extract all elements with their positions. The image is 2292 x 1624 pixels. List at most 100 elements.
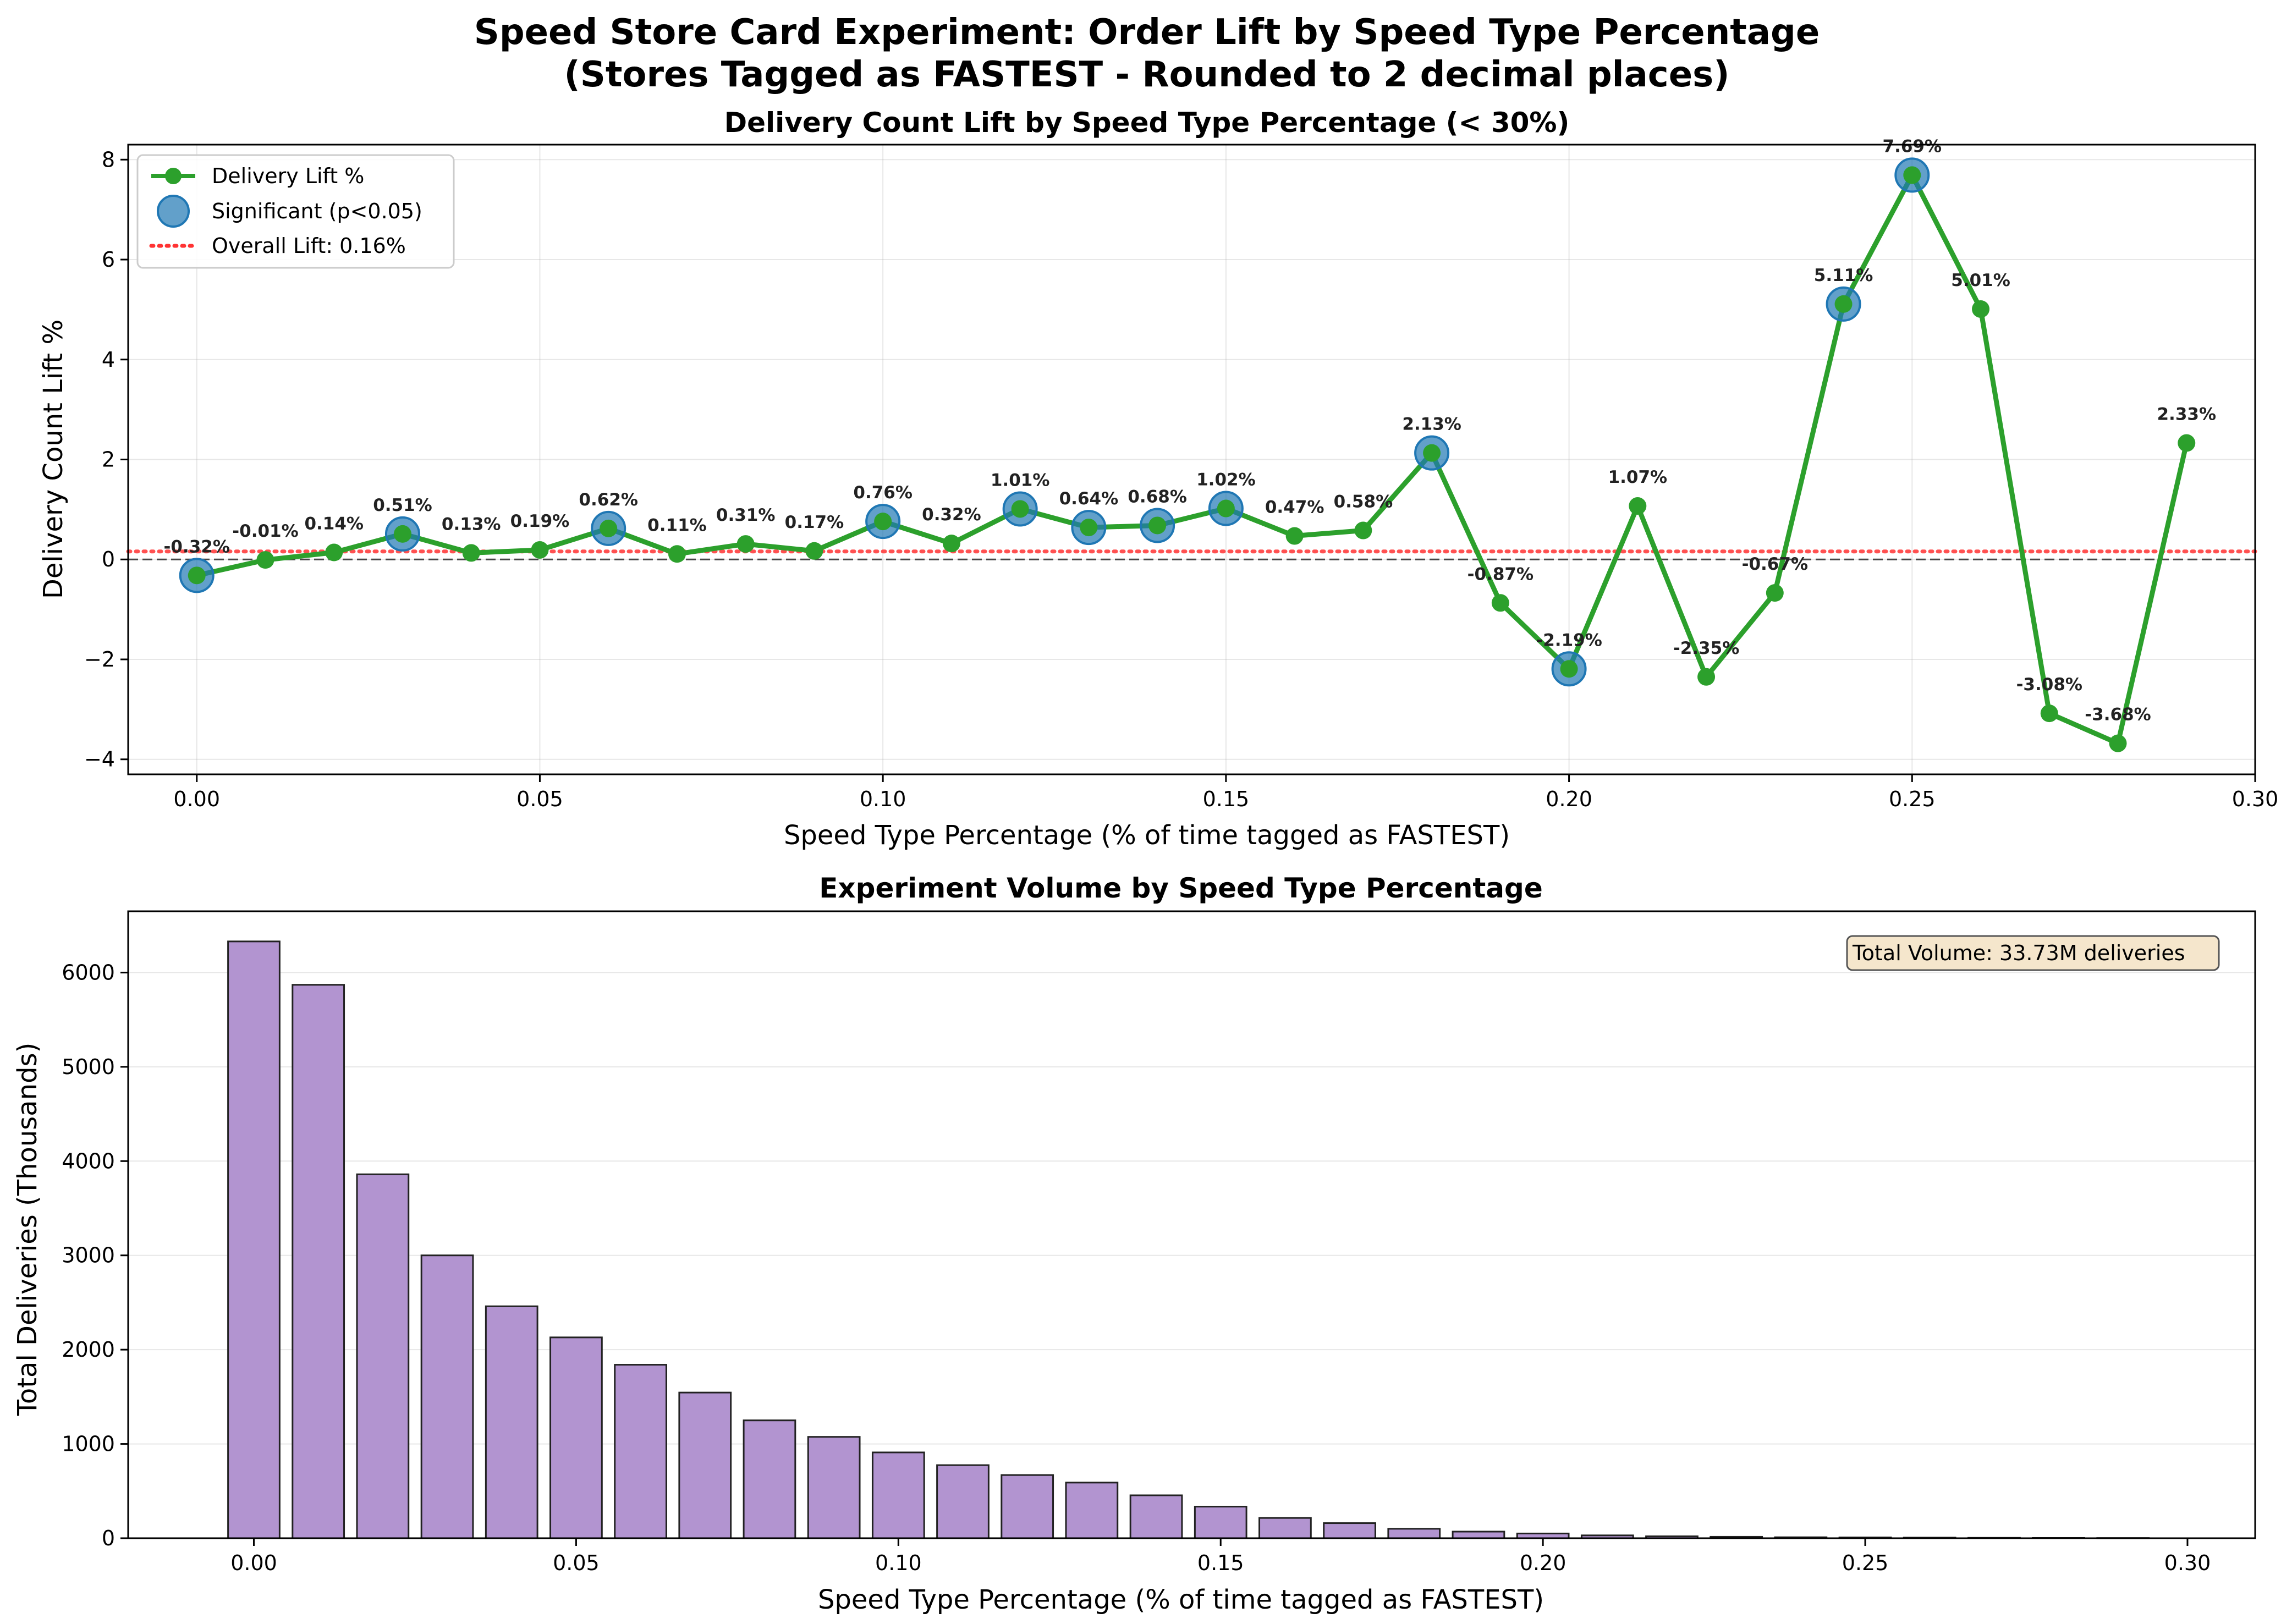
volume-bar [485,1305,538,1539]
lift-point [805,542,823,560]
legend-entry-overall: Overall Lift: 0.16% [212,234,406,258]
lift-point [1148,516,1167,535]
point-label: -3.68% [2085,705,2151,725]
legend-box [136,154,455,269]
volume-total-annotation: Total Volume: 33.73M deliveries [1846,935,2220,971]
x-tick-label: 0.15 [1203,787,1250,811]
volume-bar [678,1391,732,1539]
volume-bar [743,1419,796,1539]
point-label: 0.68% [1128,487,1187,507]
y-tick-label: 6 [102,247,115,272]
lift-chart-y-axis-label: Delivery Count Lift % [38,320,69,599]
point-label: 0.47% [1265,498,1324,518]
point-label: 7.69% [1883,136,1942,156]
volume-bar [807,1436,861,1539]
legend-marker-swatch [165,168,182,184]
volume-chart-ticks: 0 1000 2000 3000 4000 5000 6000 0.00 0.05 0.10 0.1… [62,960,2211,1575]
y-tick-label: −2 [84,647,115,671]
lift-point [2178,434,2196,452]
lift-chart-point-labels: -0.32%-0.01% 0.14% 0.51% 0.13% 0.19% 0.62% 0.1… [164,136,2217,724]
x-tick-label: 0.25 [1889,787,1936,811]
legend-entry-significant: Significant (p<0.05) [212,199,422,223]
volume-bar [227,940,281,1539]
figure-title-line1: Speed Store Card Experiment: Order Lift … [474,12,1820,53]
volume-bar [420,1254,474,1539]
lift-point [462,544,480,562]
lift-chart-title: Delivery Count Lift by Speed Type Percen… [724,107,1570,139]
x-tick-label: 0.30 [2164,1551,2211,1575]
point-label: 0.13% [442,514,501,534]
volume-chart-bars [227,940,2150,1539]
lift-point [874,513,892,531]
y-tick-label: 2 [102,448,115,472]
x-tick-label: 0.30 [2232,787,2279,811]
x-tick-label: 0.20 [1546,787,1592,811]
lift-point [600,519,618,537]
legend-entry-lift: Delivery Lift % [212,164,364,188]
x-tick-label: 0.10 [860,787,906,811]
y-tick-label: 5000 [62,1055,115,1079]
volume-bar [356,1173,410,1539]
point-label: 0.76% [853,483,913,503]
point-label: 0.17% [785,513,844,532]
volume-bar [1065,1482,1119,1539]
point-label: -0.87% [1467,564,1534,584]
y-tick-label: 0 [102,1526,115,1550]
volume-bar [1129,1494,1183,1539]
volume-annotation-text: Total Volume: 33.73M deliveries [1852,941,2185,965]
y-tick-label: 4000 [62,1149,115,1173]
lift-point [1766,584,1784,602]
x-tick-label: 0.00 [173,787,220,811]
point-label: -0.01% [232,521,298,541]
lift-chart: Delivery Count Lift by Speed Type Percen… [38,107,2278,851]
point-label: 5.01% [1951,271,2010,290]
point-label: -2.19% [1536,630,1602,650]
lift-point [1080,519,1098,537]
point-label: 0.14% [304,514,364,534]
lift-point [1560,660,1578,678]
lift-point [325,543,343,561]
volume-bar [614,1364,667,1539]
lift-point [1011,500,1029,518]
volume-bar [1001,1474,1054,1539]
lift-point [1834,295,1853,313]
y-tick-label: 6000 [62,960,115,984]
lift-point [531,541,549,559]
lift-chart-legend: Delivery Lift % Significant (p<0.05) Ove… [136,154,455,269]
y-tick-label: 3000 [62,1243,115,1268]
y-tick-label: −4 [84,747,115,772]
point-label: 1.07% [1608,467,1668,487]
point-label: -2.35% [1673,638,1739,658]
lift-chart-grid [128,145,2256,774]
lift-point [1903,166,1921,184]
lift-point [1354,521,1372,540]
point-label: 1.02% [1196,470,1256,490]
lift-point [393,525,411,543]
y-tick-label: 1000 [62,1432,115,1456]
volume-bar [871,1451,925,1539]
lift-series-line [196,172,2189,746]
volume-chart-title: Experiment Volume by Speed Type Percenta… [819,872,1542,904]
point-label: 2.13% [1402,415,1461,434]
lift-chart-reference-lines [126,549,2257,560]
point-label: 5.11% [1814,266,1873,285]
x-tick-label: 0.05 [516,787,563,811]
point-label: 0.19% [510,511,570,531]
point-label: 0.58% [1334,492,1393,512]
point-label: -0.67% [1742,554,1808,574]
volume-chart-frame [127,910,2256,1539]
x-tick-label: 0.20 [1520,1551,1567,1575]
volume-chart-x-axis-label: Speed Type Percentage (% of time tagged … [818,1584,1544,1615]
lift-chart-ticks: 0.00 0.05 0.10 0.15 0.20 0.25 0.30 −4 −2 0 2 4 6 8 [84,147,2278,811]
point-label: 0.62% [579,490,638,510]
lift-point [2040,704,2058,723]
lift-point [668,545,686,563]
volume-bar [1452,1531,1505,1539]
lift-point [1972,300,1990,318]
lift-chart-x-axis-label: Speed Type Percentage (% of time tagged … [784,820,1510,851]
lift-point [736,535,755,553]
lift-point [1285,527,1304,545]
volume-bar [1194,1506,1247,1539]
x-tick-label: 0.15 [1197,1551,1244,1575]
legend-significant-swatch [157,195,190,228]
